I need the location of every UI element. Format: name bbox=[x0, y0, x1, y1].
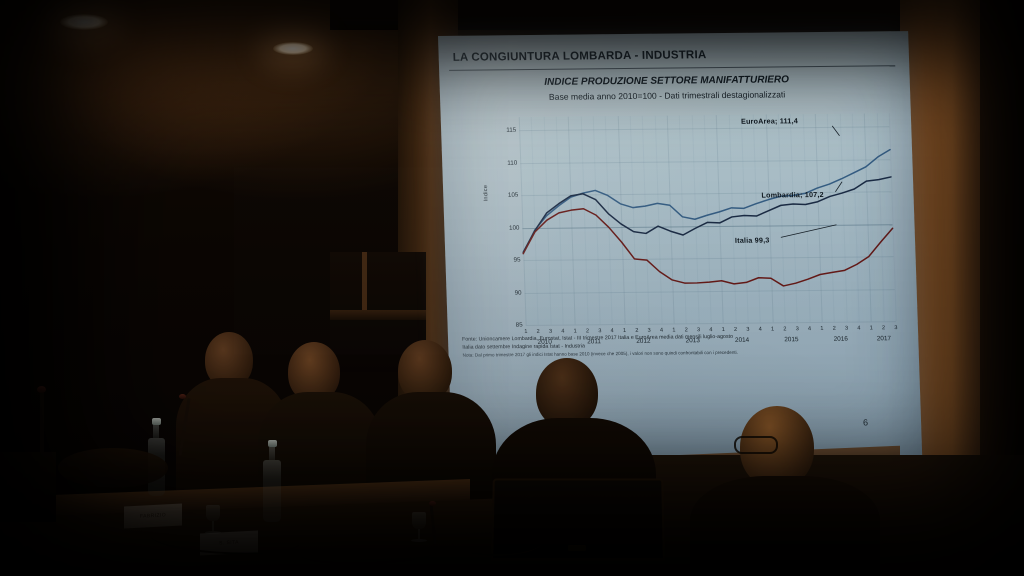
chart-x-tick-label: 3 bbox=[894, 325, 898, 332]
chart-y-tick-label: 100 bbox=[508, 224, 520, 232]
slide-page-number: 6 bbox=[862, 417, 869, 428]
chart-line-euroarea bbox=[522, 148, 891, 255]
chart-y-tick-label: 85 bbox=[515, 321, 523, 329]
eyeglasses-icon bbox=[734, 436, 778, 454]
chart-series-lines bbox=[522, 148, 894, 287]
chart-y-tick-label: 105 bbox=[507, 191, 519, 199]
slide-subtitle: INDICE PRODUZIONE SETTORE MANIFATTURIERO bbox=[544, 74, 790, 88]
chart-y-tick-label: 90 bbox=[514, 289, 522, 297]
slide-title: LA CONGIUNTURA LOMBARDA - INDUSTRIA bbox=[452, 49, 707, 64]
chart-y-tick-label: 95 bbox=[513, 256, 521, 264]
slide-subtitle-secondary: Base media anno 2010=100 - Dati trimestr… bbox=[548, 89, 786, 102]
ceiling-light-icon bbox=[273, 42, 313, 55]
series-label-euroarea: EuroArea; 111,4 bbox=[740, 116, 799, 126]
chart-line-lombardia bbox=[522, 176, 892, 254]
chart-y-tick-label: 115 bbox=[506, 126, 517, 134]
slide: LA CONGIUNTURA LOMBARDA - INDUSTRIA INDI… bbox=[438, 31, 922, 466]
title-divider bbox=[449, 65, 896, 71]
chart-y-tick-label: 110 bbox=[507, 159, 518, 167]
chart-line-italia bbox=[522, 207, 894, 287]
series-label-lombardia: Lombardia; 107,2 bbox=[761, 189, 824, 200]
chart-y-axis-label: Indice bbox=[482, 184, 490, 202]
alcove-post bbox=[362, 252, 367, 314]
series-label-italia: Italia 99,3 bbox=[734, 235, 770, 245]
wall-far-right bbox=[980, 0, 1024, 576]
ceiling-light-icon bbox=[60, 14, 108, 30]
slide-footnote: Fonte: Unioncamere Lombardia, Eurostat, … bbox=[462, 331, 893, 359]
projection-screen: LA CONGIUNTURA LOMBARDA - INDUSTRIA INDI… bbox=[438, 31, 923, 466]
alcove-sill bbox=[330, 310, 426, 320]
